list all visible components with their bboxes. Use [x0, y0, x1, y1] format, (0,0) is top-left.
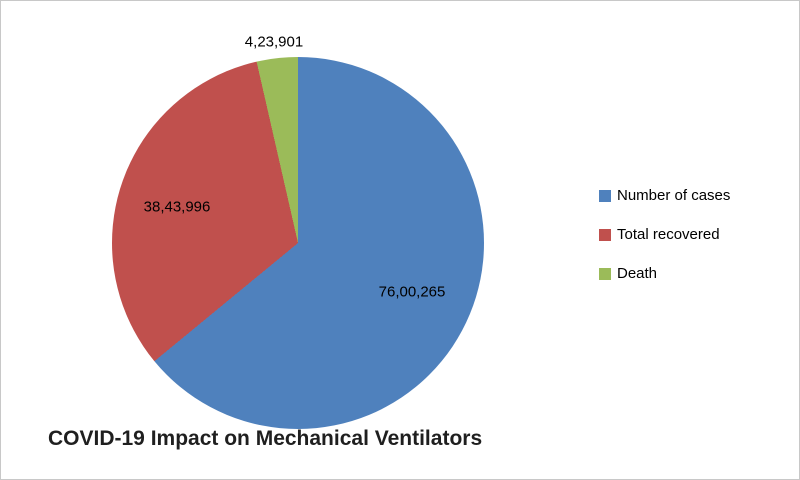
legend-label-total-recovered: Total recovered [617, 226, 720, 243]
legend-swatch-death-icon [599, 267, 611, 280]
data-label-death: 4,23,901 [244, 33, 304, 51]
chart-title: COVID-19 Impact on Mechanical Ventilator… [48, 427, 483, 450]
legend-label-death: Death [617, 265, 658, 282]
legend-item: Death [599, 265, 730, 282]
legend-item: Total recovered [599, 226, 730, 243]
data-label-number-of-cases: 76,00,265 [378, 283, 446, 301]
pie [112, 57, 484, 429]
legend-swatch-number-of-cases-icon [599, 189, 611, 202]
data-label-total-recovered: 38,43,996 [143, 198, 211, 216]
legend: Number of cases Total recovered Death [599, 187, 730, 282]
legend-item: Number of cases [599, 187, 730, 204]
legend-label-number-of-cases: Number of cases [617, 187, 731, 204]
legend-swatch-total-recovered-icon [599, 228, 611, 241]
